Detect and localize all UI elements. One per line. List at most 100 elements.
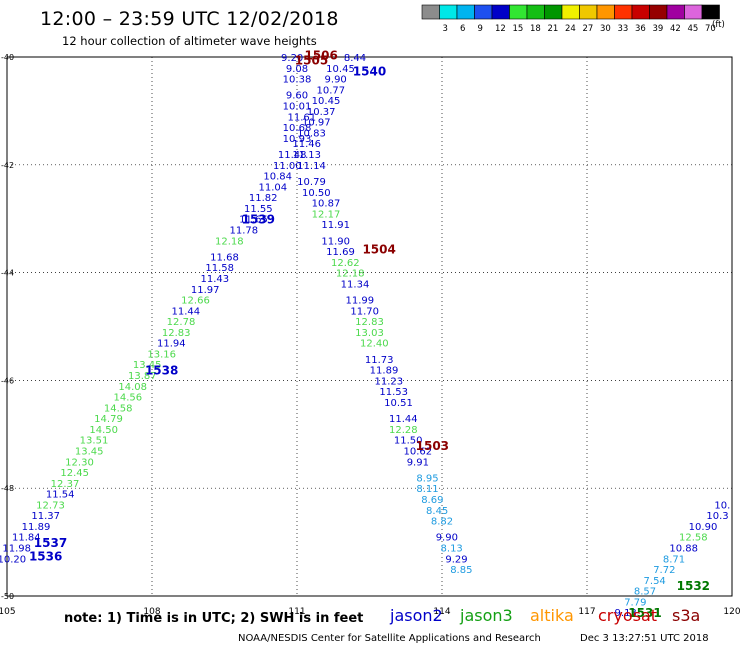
- swh-value: 11.78: [230, 225, 259, 236]
- color-bin: [439, 4, 458, 20]
- color-scale: 3 6 9 12 15 18 21 24 27 30 33 36 39 42 45 70: [421, 4, 720, 34]
- swh-value: 11.53: [379, 387, 408, 398]
- color-bin: [684, 4, 703, 20]
- swh-value: 11.70: [350, 306, 379, 317]
- swh-value: 11.44: [172, 306, 201, 317]
- swh-value: 10.77: [317, 85, 346, 96]
- swh-value: 8.69: [421, 495, 443, 506]
- swh-value: 8.85: [450, 565, 472, 576]
- swh-value: 11.89: [370, 366, 399, 377]
- swh-value: 13.16: [147, 349, 176, 360]
- swh-value: 9.13: [615, 608, 637, 619]
- swh-value: 11.84: [12, 533, 41, 544]
- swh-value: 10.93: [283, 134, 312, 145]
- color-bin: [421, 4, 440, 20]
- swh-value: 12.58: [679, 533, 708, 544]
- color-bin: [491, 4, 510, 20]
- swh-value: 11.23: [375, 376, 404, 387]
- color-bin-label: 42: [670, 24, 681, 34]
- color-bin-label: 9: [478, 24, 483, 34]
- swh-value: 10.37: [307, 107, 336, 118]
- timestamp: Dec 3 13:27:51 UTC 2018: [580, 633, 709, 644]
- swh-value: 11.14: [297, 161, 326, 172]
- swh-value: 11.13: [292, 150, 321, 161]
- swh-value: 11.50: [394, 436, 423, 447]
- swh-value: 12.18: [215, 236, 244, 247]
- pass-number: 1540: [353, 64, 386, 78]
- swh-value: 9.91: [407, 457, 429, 468]
- lat-tick-label: -44: [1, 269, 14, 278]
- swh-value: 12.40: [360, 339, 389, 350]
- swh-value: 9.90: [436, 533, 458, 544]
- color-bin: [631, 4, 650, 20]
- swh-value: 8.11: [416, 484, 438, 495]
- swh-value: 9.60: [286, 91, 308, 102]
- swh-value: 11.99: [346, 296, 375, 307]
- swh-value: 11.61: [288, 112, 317, 123]
- swh-value: 7.79: [624, 597, 646, 608]
- color-bin-label: 36: [635, 24, 646, 34]
- color-bin: [526, 4, 545, 20]
- swh-value: 10.38: [283, 75, 312, 86]
- lat-tick-label: -46: [1, 376, 14, 385]
- swh-value: 11.00: [273, 161, 302, 172]
- swh-value: 11.43: [201, 274, 230, 285]
- swh-value: 8.71: [663, 554, 685, 565]
- swh-value: 10.3: [706, 511, 728, 522]
- swh-value: 12.78: [167, 317, 196, 328]
- swh-value: 11.90: [321, 236, 350, 247]
- map-frame: [6, 56, 733, 597]
- color-bin: [509, 4, 528, 20]
- swh-value: 11.54: [46, 490, 75, 501]
- swh-value: 11.37: [31, 511, 60, 522]
- swh-value: 11.69: [326, 247, 355, 258]
- color-bin-label: 30: [600, 24, 611, 34]
- color-bin: [701, 4, 720, 20]
- swh-value: 10.: [714, 500, 730, 511]
- lon-tick-label: 111: [288, 607, 305, 617]
- swh-value: 13.87: [128, 371, 157, 382]
- swh-value: 10.90: [689, 522, 718, 533]
- swh-value: 10.50: [302, 188, 331, 199]
- pass-number: 1538: [145, 364, 178, 378]
- lon-tick-label: 117: [578, 607, 595, 617]
- color-bin-label: 24: [565, 24, 576, 34]
- satellite-legend-s3a: s3a: [672, 606, 701, 625]
- swh-value: 9.08: [286, 64, 308, 75]
- color-bin-label: 18: [530, 24, 541, 34]
- swh-value: 7.54: [644, 576, 666, 587]
- swh-value: 12.83: [355, 317, 384, 328]
- swh-value: 8.45: [426, 506, 448, 517]
- swh-value: 10.68: [283, 123, 312, 134]
- pass-number: 1536: [29, 550, 62, 564]
- lat-tick-label: -42: [1, 161, 14, 170]
- color-bin: [579, 4, 598, 20]
- swh-value: 9.90: [325, 75, 347, 86]
- pass-number: 1505: [295, 54, 328, 68]
- swh-value: 10.45: [326, 64, 355, 75]
- swh-value: 8.82: [431, 517, 453, 528]
- swh-value: 10.51: [384, 398, 413, 409]
- color-bin-label: 6: [460, 24, 465, 34]
- pass-number: 1537: [34, 536, 67, 550]
- swh-value: 11.91: [321, 220, 350, 231]
- swh-value: 10.84: [263, 172, 292, 183]
- satellite-legend-jason3: jason3: [460, 606, 513, 625]
- swh-value: 11.98: [2, 543, 31, 554]
- map-axis-ticks: 105 108 111 114 117 120 -40 -42 -44 -46 -48 -50: [0, 53, 740, 617]
- swh-value: 13.45: [133, 360, 162, 371]
- swh-value: 11.97: [191, 285, 220, 296]
- pass-number: 1539: [242, 213, 275, 227]
- note-text: note: 1) Time is in UTC; 2) SWH is in fe…: [64, 611, 364, 626]
- color-bin: [596, 4, 615, 20]
- swh-value: 10.79: [297, 177, 326, 188]
- swh-value: 14.08: [118, 382, 147, 393]
- lon-tick-label: 114: [433, 607, 450, 617]
- swh-value: 11.34: [341, 279, 370, 290]
- swh-value: 14.50: [89, 425, 118, 436]
- swh-values: 9.209.0810.389.6010.0111.6110.6810.9311.…: [0, 53, 730, 619]
- swh-value: 10.97: [302, 118, 331, 129]
- swh-value: 10.83: [297, 128, 326, 139]
- swh-value: 14.56: [114, 393, 143, 404]
